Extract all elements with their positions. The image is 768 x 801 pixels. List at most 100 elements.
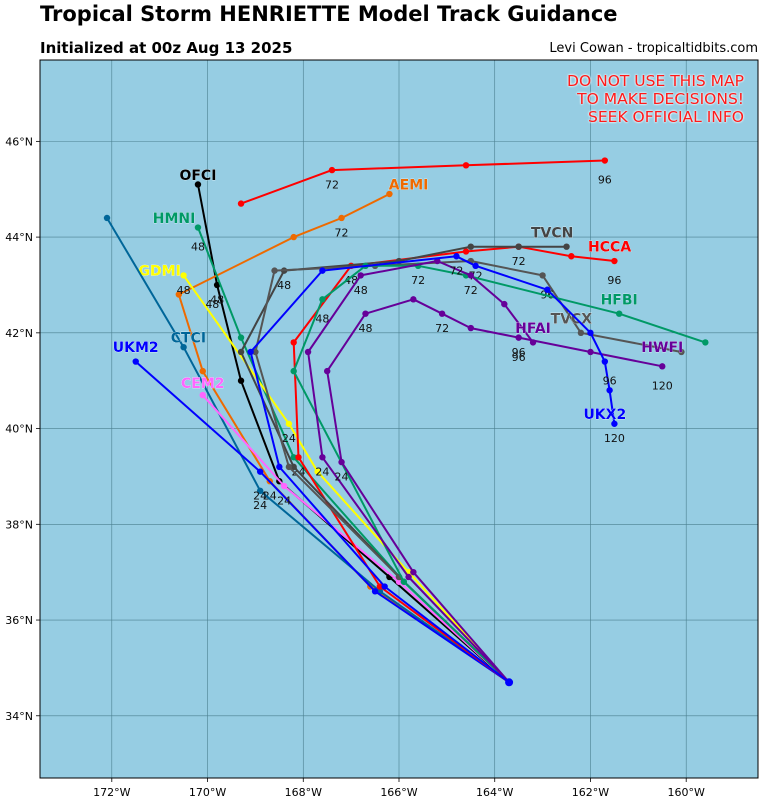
- track-point: [381, 583, 388, 590]
- lon-tick-label: 170°W: [189, 786, 226, 799]
- lon-tick-label: 164°W: [476, 786, 513, 799]
- forecast-hour-label: 24: [315, 466, 329, 479]
- track-point: [611, 257, 618, 265]
- forecast-hour-label: 24: [253, 490, 267, 503]
- model-label-ukm2: UKM2: [113, 340, 159, 356]
- track-point: [285, 420, 293, 427]
- lat-tick-label: 34°N: [5, 710, 33, 723]
- warning-line-3: SEEK OFFICIAL INFO: [588, 108, 744, 126]
- track-point: [539, 272, 546, 279]
- track-point: [357, 272, 364, 279]
- model-label-hwfi: HWFI: [641, 340, 683, 356]
- track-point: [410, 568, 417, 576]
- track-point: [132, 358, 139, 365]
- model-label-gdmi: GDMI: [139, 264, 181, 280]
- track-point: [467, 243, 474, 250]
- lon-tick-label: 166°W: [380, 786, 417, 799]
- forecast-hour-label: 96: [512, 346, 526, 359]
- track-point: [386, 190, 393, 198]
- model-label-hcca: HCCA: [588, 240, 631, 256]
- track-point: [702, 339, 709, 346]
- model-label-ukx2: UKX2: [583, 407, 626, 423]
- track-point: [587, 329, 594, 337]
- forecast-hour-label: 72: [449, 265, 463, 278]
- forecast-hour-label: 96: [607, 274, 621, 287]
- track-point: [276, 463, 283, 471]
- track-point: [247, 348, 254, 356]
- track-point: [462, 162, 470, 169]
- track-point: [280, 482, 288, 490]
- model-label-tvcn: TVCN: [531, 225, 573, 241]
- forecast-hour-label: 48: [205, 298, 219, 311]
- forecast-hour-label: 24: [253, 499, 267, 512]
- track-point: [194, 224, 202, 231]
- track-point: [199, 391, 206, 399]
- track-point: [290, 463, 297, 471]
- forecast-hour-label: 24: [263, 490, 277, 503]
- warning-text: DO NOT USE THIS MAP TO MAKE DECISIONS! S…: [567, 72, 744, 126]
- model-label-hmni: HMNI: [153, 211, 196, 227]
- track-line-ukx2: [249, 255, 616, 684]
- track-point: [568, 253, 575, 260]
- track-point: [338, 458, 345, 466]
- track-point: [615, 310, 623, 317]
- forecast-hour-label: 96: [512, 351, 526, 364]
- forecast-hour-label: 120: [652, 379, 673, 392]
- track-point: [577, 329, 585, 337]
- track-point: [328, 166, 336, 174]
- track-line-cem2: [201, 394, 510, 684]
- track-point: [395, 578, 403, 585]
- map-frame: [39, 59, 759, 779]
- track-point: [237, 348, 245, 356]
- track-point: [659, 363, 666, 370]
- track-point: [304, 348, 312, 356]
- track-point: [103, 214, 111, 222]
- forecast-hour-label: 72: [464, 284, 478, 297]
- page-title: Tropical Storm HENRIETTE Model Track Gui…: [40, 2, 618, 26]
- lat-tick-label: 36°N: [5, 614, 33, 627]
- forecast-hour-label: 24: [277, 494, 291, 507]
- track-point: [376, 583, 384, 590]
- forecast-hour-label: 24: [335, 470, 349, 483]
- forecast-hour-label: 72: [411, 274, 425, 287]
- track-point: [324, 367, 331, 375]
- forecast-hour-label: 48: [191, 241, 205, 254]
- track-point: [290, 367, 297, 375]
- track-point: [271, 267, 278, 274]
- forecast-hour-label: 72: [512, 255, 526, 268]
- track-point: [472, 262, 479, 270]
- warning-line-1: DO NOT USE THIS MAP: [567, 72, 744, 90]
- track-point: [180, 344, 187, 351]
- track-point: [501, 300, 508, 308]
- forecast-hour-label: 48: [315, 312, 329, 325]
- track-point: [319, 296, 326, 303]
- lat-tick-label: 46°N: [5, 135, 33, 148]
- track-point: [237, 200, 245, 207]
- track-point: [285, 463, 293, 471]
- track-point: [515, 243, 522, 250]
- track-point: [295, 454, 302, 461]
- track-point: [362, 310, 369, 317]
- model-label-cem2: CEM2: [181, 376, 225, 392]
- track-point: [290, 233, 297, 241]
- forecast-hour-label: 72: [325, 178, 339, 191]
- track-point: [400, 578, 407, 585]
- forecast-hour-label: 96: [603, 375, 617, 388]
- lat-tick-label: 44°N: [5, 231, 33, 244]
- forecast-hour-label: 72: [435, 322, 449, 335]
- track-point: [371, 588, 379, 595]
- track-point: [601, 358, 609, 365]
- track-point: [563, 243, 570, 250]
- track-point: [587, 348, 594, 356]
- track-point: [213, 281, 221, 289]
- credit: Levi Cowan - tropicaltidbits.com: [549, 41, 758, 56]
- model-label-ctci: CTCI: [171, 331, 206, 347]
- forecast-hour-label: 48: [210, 293, 224, 306]
- lon-tick-label: 162°W: [572, 786, 609, 799]
- lon-tick-label: 172°W: [93, 786, 130, 799]
- track-point: [678, 348, 685, 356]
- init-time: Initialized at 00z Aug 13 2025: [40, 39, 293, 57]
- track-point: [290, 339, 297, 346]
- forecast-hour-label: 48: [358, 322, 372, 335]
